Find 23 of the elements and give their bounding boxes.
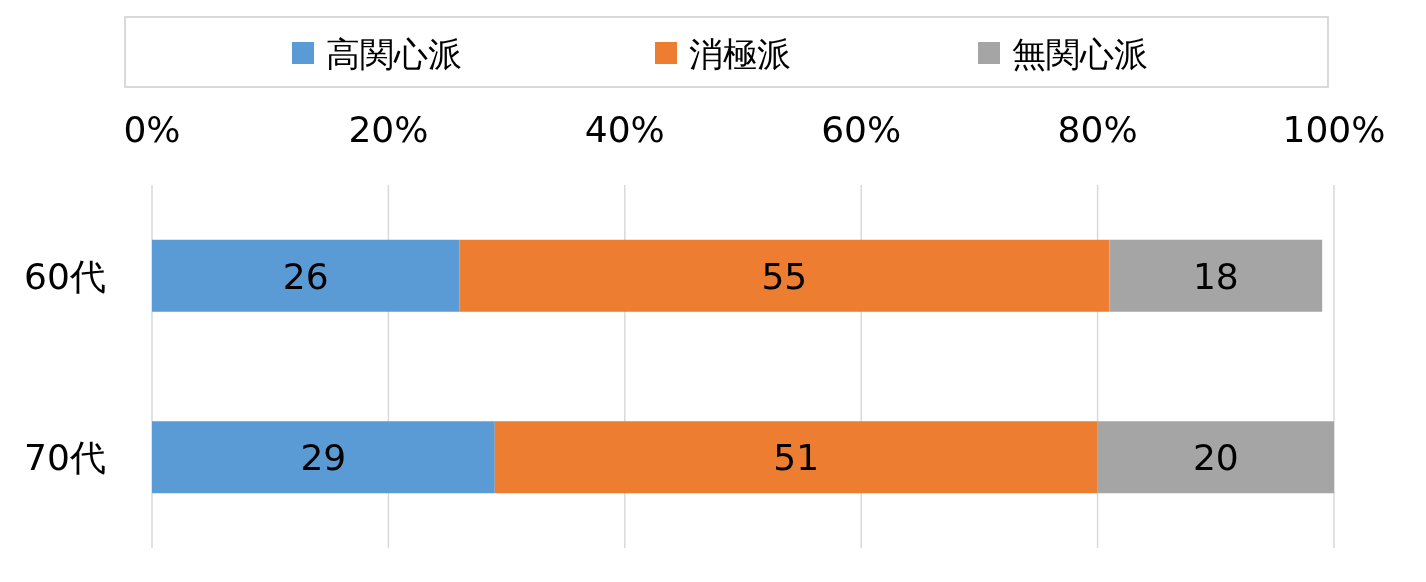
x-tick-label: 60% [821, 109, 902, 150]
bar [459, 239, 1110, 312]
data-label: 55 [761, 255, 808, 297]
legend-label: 無関心派 [1012, 34, 1148, 74]
x-tick-label: 80% [1057, 109, 1138, 150]
x-tick-label: 40% [584, 109, 665, 150]
legend-label: 消極派 [689, 34, 791, 74]
x-tick-label: 20% [348, 109, 429, 150]
data-label: 26 [282, 255, 329, 297]
bar [152, 421, 495, 494]
data-label: 20 [1192, 437, 1239, 479]
data-label: 18 [1192, 255, 1239, 297]
x-tick-label: 100% [1282, 109, 1386, 150]
bar [1109, 239, 1323, 312]
bar [494, 421, 1098, 494]
data-label: 51 [773, 437, 820, 479]
x-tick-label: 0% [123, 109, 181, 150]
data-label: 29 [300, 437, 347, 479]
legend-label: 高関心派 [326, 34, 462, 74]
bar [152, 239, 460, 312]
bar [1097, 421, 1334, 494]
y-tick-label: 70代 [24, 437, 106, 479]
y-tick-label: 60代 [24, 255, 106, 297]
